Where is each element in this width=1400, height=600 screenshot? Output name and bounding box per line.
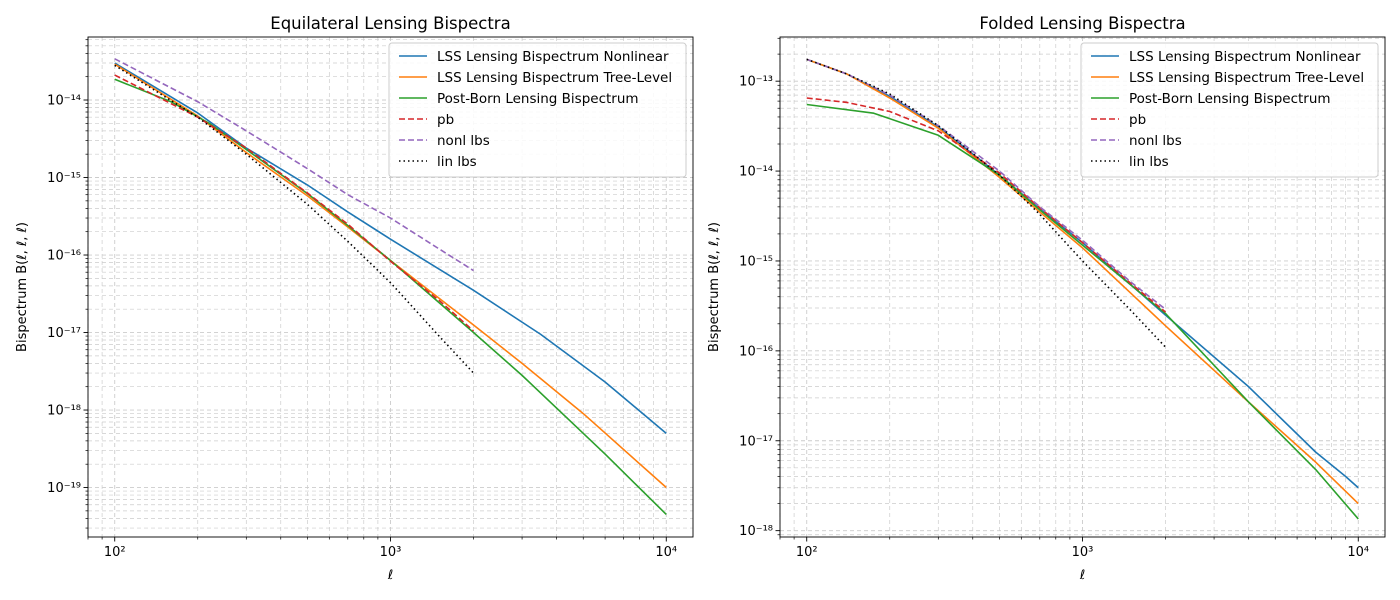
y-tick-label: 10⁻¹⁶	[47, 249, 81, 264]
legend-label: LSS Lensing Bispectrum Nonlinear	[437, 49, 669, 65]
chart-2: 10² 10³ 10⁴ 10⁻¹⁸ 10⁻¹⁷ 10⁻¹⁶ 10⁻¹⁵ 10⁻¹⁴ 10⁻¹³ F…	[707, 14, 1386, 583]
series-line-1	[114, 62, 667, 434]
y-tick-label: 10⁻¹⁴	[739, 165, 773, 180]
y-tick-label: 10⁻¹⁵	[739, 254, 773, 269]
legend: LSS Lensing Bispectrum Nonlinear LSS Lens…	[1080, 42, 1379, 178]
y-tick-label: 10⁻¹⁹	[47, 481, 81, 496]
series-lines	[114, 58, 667, 515]
legend-label: nonl lbs	[437, 133, 490, 149]
series-line-4	[114, 74, 475, 332]
legend-label: LSS Lensing Bispectrum Tree-Level	[437, 70, 672, 86]
legend: LSS Lensing Bispectrum Nonlinear LSS Lens…	[388, 42, 687, 178]
y-tick-label: 10⁻¹⁴	[47, 94, 81, 109]
legend-label: lin lbs	[437, 154, 477, 170]
y-tick-label: 10⁻¹⁶	[739, 344, 773, 359]
y-axis: 10⁻¹⁹ 10⁻¹⁸ 10⁻¹⁷ 10⁻¹⁶ 10⁻¹⁵ 10⁻¹⁴	[47, 39, 88, 529]
legend-label: pb	[1129, 112, 1146, 128]
series-line-6	[806, 58, 1167, 348]
legend-box	[1080, 42, 1379, 178]
x-axis: 10² 10³ 10⁴	[87, 537, 677, 560]
y-axis-label: Bispectrum B(ℓ, ℓ, ℓ)	[15, 222, 30, 352]
y-axis-label: Bispectrum B(ℓ, ℓ, ℓ)	[707, 222, 722, 352]
grid	[779, 37, 1385, 537]
x-tick-label: 10⁴	[655, 545, 677, 560]
x-tick-label: 10³	[1072, 545, 1094, 560]
chart-title: Equilateral Lensing Bispectra	[270, 14, 510, 33]
series-lines	[806, 58, 1359, 520]
legend-label: lin lbs	[1129, 154, 1169, 170]
series-line-3	[806, 103, 1359, 520]
y-tick-label: 10⁻¹⁷	[739, 434, 773, 449]
legend-label: LSS Lensing Bispectrum Nonlinear	[1129, 49, 1361, 65]
series-line-5	[114, 58, 474, 272]
series-line-2	[806, 58, 1359, 505]
legend-label: LSS Lensing Bispectrum Tree-Level	[1129, 70, 1364, 86]
legend-box	[388, 42, 687, 178]
x-tick-label: 10³	[380, 545, 402, 560]
y-tick-label: 10⁻¹⁸	[47, 404, 81, 419]
series-line-6	[114, 64, 475, 374]
y-tick-label: 10⁻¹⁸	[739, 524, 773, 539]
chart-title: Folded Lensing Bispectra	[979, 14, 1185, 33]
x-tick-label: 10⁴	[1347, 545, 1369, 560]
legend-label: nonl lbs	[1129, 133, 1182, 149]
y-tick-label: 10⁻¹⁷	[47, 326, 81, 341]
chart-1: 10² 10³ 10⁴ 10⁻¹⁹ 10⁻¹⁸ 10⁻¹⁷ 10⁻¹⁶ 10⁻¹⁵ 10⁻¹⁴ E…	[15, 14, 694, 583]
legend-label: Post-Born Lensing Bispectrum	[437, 91, 639, 107]
legend-label: Post-Born Lensing Bispectrum	[1129, 91, 1331, 107]
x-axis-label: ℓ	[1079, 568, 1085, 583]
x-axis: 10² 10³ 10⁴	[779, 537, 1369, 560]
y-tick-label: 10⁻¹⁵	[47, 171, 81, 186]
y-axis: 10⁻¹⁸ 10⁻¹⁷ 10⁻¹⁶ 10⁻¹⁵ 10⁻¹⁴ 10⁻¹³	[739, 37, 780, 539]
x-axis-label: ℓ	[387, 568, 393, 583]
y-tick-label: 10⁻¹³	[739, 75, 773, 90]
legend-label: pb	[437, 112, 454, 128]
x-tick-label: 10²	[104, 545, 126, 560]
x-tick-label: 10²	[796, 545, 818, 560]
series-line-4	[806, 97, 1167, 313]
